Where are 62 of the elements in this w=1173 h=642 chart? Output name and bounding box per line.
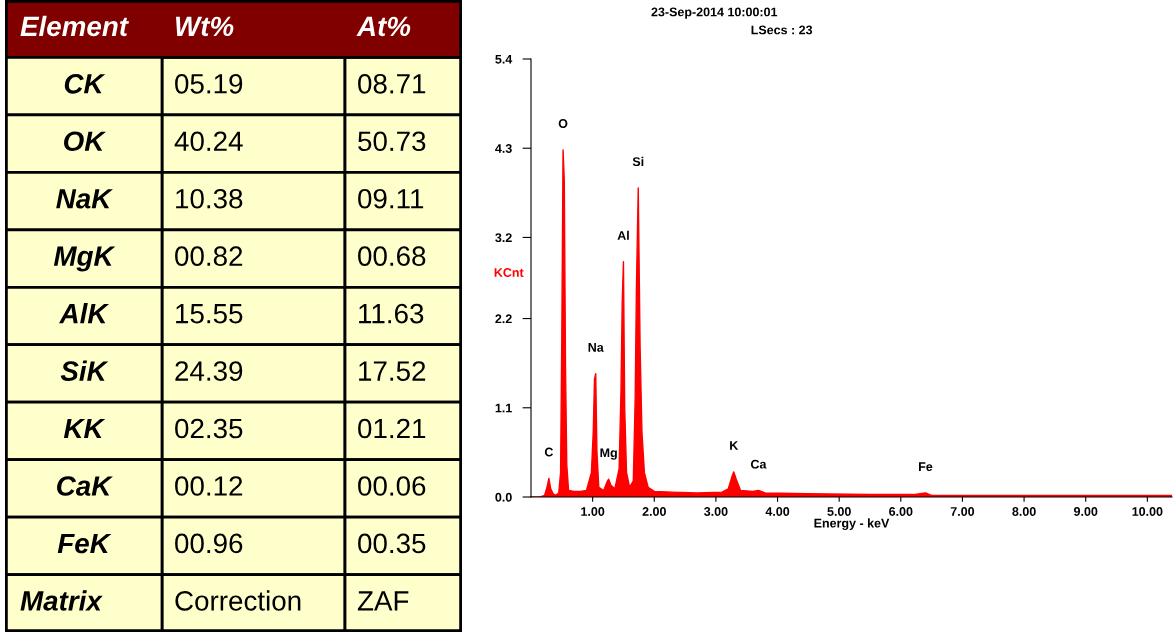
text: 05.19 — [175, 73, 243, 94]
text: 00.06 — [358, 476, 426, 496]
text: 24.39 — [175, 361, 243, 381]
text: 15.55 — [176, 304, 243, 324]
y-tick-label: 4.3 — [495, 144, 512, 153]
y-tick-label: 1.1 — [495, 403, 512, 413]
x-tick-label: 5.00 — [827, 507, 851, 516]
category-label: CaK — [57, 476, 113, 496]
text: 08.71 — [358, 73, 426, 94]
chart-subtitle: LSecs : 23 — [751, 25, 813, 35]
text: 01.21 — [358, 418, 426, 439]
category-label: OK — [64, 131, 107, 152]
category-label: KK — [63, 418, 106, 439]
category-label: NaK — [56, 189, 113, 209]
y-tick-label: 2.2 — [495, 314, 512, 324]
x-tick-label: 4.00 — [765, 507, 790, 516]
x-tick-label: 3.00 — [704, 507, 728, 516]
category-label: FeK — [57, 533, 112, 554]
y-axis-title: KCnt — [494, 268, 524, 277]
category-label: CK — [64, 73, 106, 94]
annotation: O — [558, 119, 568, 128]
x-tick-label: 6.00 — [889, 507, 913, 516]
x-tick-label: 8.00 — [1012, 507, 1036, 516]
text: 00.68 — [358, 246, 426, 266]
text: 17.52 — [359, 361, 426, 381]
annotation: C — [544, 447, 554, 457]
annotation: Na — [588, 343, 604, 352]
annotation: Mg — [600, 448, 617, 460]
text: Element — [20, 15, 130, 37]
y-tick-label: 0.0 — [495, 492, 512, 502]
x-tick-label: 1.00 — [581, 507, 605, 516]
category-label: AlK — [59, 303, 110, 324]
x-tick-label: 2.00 — [642, 507, 666, 516]
category-label: SiK — [60, 360, 109, 381]
x-axis-title: Energy - keV — [814, 518, 890, 531]
text: Correction — [175, 590, 301, 611]
annotation: Ca — [750, 459, 767, 469]
chart-title: 23-Sep-2014 10:00:01 — [651, 7, 778, 19]
text: 11.63 — [359, 303, 424, 324]
text: ZAF — [357, 591, 409, 611]
text: 00.35 — [358, 533, 426, 554]
category-label: At% — [356, 16, 411, 37]
text: 09.11 — [358, 188, 424, 209]
annotation: Fe — [919, 462, 933, 472]
y-tick-label: 5.4 — [495, 54, 513, 64]
text: 50.73 — [358, 131, 426, 152]
text: 40.24 — [174, 131, 243, 152]
text: 00.12 — [175, 476, 243, 496]
x-tick-label: 9.00 — [1073, 507, 1098, 516]
y-tick-label: 3.2 — [495, 233, 512, 243]
category-label: MgK — [53, 246, 116, 272]
category-label: Wt% — [176, 16, 234, 37]
text: 00.96 — [175, 533, 243, 554]
text: 00.82 — [175, 246, 243, 266]
annotation: K — [730, 441, 739, 450]
category-label: Matrix — [20, 590, 103, 611]
annotation: Al — [617, 230, 629, 240]
x-tick-label: 10.00 — [1132, 507, 1163, 516]
x-tick-label: 7.00 — [950, 507, 975, 516]
annotation: Si — [632, 156, 644, 167]
text: 10.38 — [176, 188, 243, 209]
text: 02.35 — [175, 418, 243, 439]
